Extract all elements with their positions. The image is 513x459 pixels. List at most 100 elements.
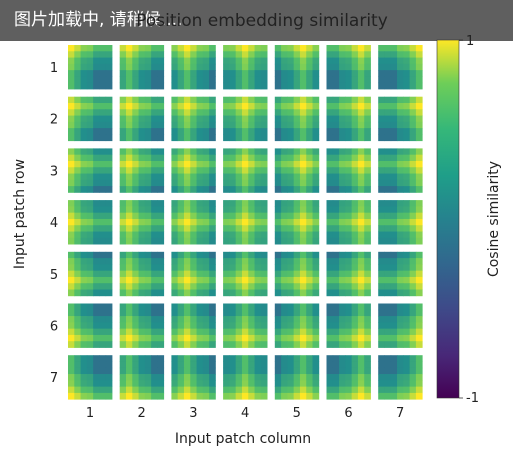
heatmap-cell <box>144 264 152 272</box>
heatmap-cell <box>125 134 133 142</box>
heatmap-cell <box>86 45 94 52</box>
heatmap-cell <box>68 128 75 135</box>
heatmap-cell <box>345 309 353 317</box>
heatmap-cell <box>281 283 288 290</box>
heatmap-cell <box>138 167 146 174</box>
heatmap-cell <box>119 148 127 156</box>
heatmap-cell <box>209 341 216 348</box>
heatmap-cell <box>80 96 88 104</box>
heatmap-cell <box>351 341 359 348</box>
heatmap-cell <box>378 121 385 129</box>
heatmap-cell <box>157 328 165 336</box>
heatmap-cell <box>119 251 127 259</box>
heatmap-cell <box>390 160 398 168</box>
heatmap-cell <box>306 225 313 232</box>
heatmap-cell <box>415 148 423 156</box>
heatmap-cell <box>119 160 127 168</box>
heatmap-cell <box>93 374 100 381</box>
heatmap-cell <box>138 45 146 52</box>
heatmap-cell <box>332 258 340 265</box>
heatmap-cell <box>248 341 255 348</box>
heatmap-cell <box>177 134 185 142</box>
heatmap-cell <box>403 251 411 259</box>
heatmap-tile <box>326 303 371 348</box>
heatmap-cell <box>345 206 353 214</box>
heatmap-cell <box>177 251 185 259</box>
heatmap-cell <box>144 328 152 336</box>
heatmap-cell <box>223 121 230 129</box>
heatmap-cell <box>364 96 371 104</box>
heatmap-cell <box>99 322 107 330</box>
heatmap-cell <box>299 283 307 290</box>
heatmap-cell <box>223 334 230 342</box>
heatmap-cell <box>364 316 371 323</box>
heatmap-cell <box>235 115 243 123</box>
heatmap-cell <box>93 134 100 142</box>
heatmap-cell <box>74 392 81 400</box>
heatmap-cell <box>390 154 398 162</box>
heatmap-cell <box>241 63 249 71</box>
heatmap-cell <box>125 115 133 123</box>
heatmap-cell <box>384 167 392 174</box>
heatmap-cell <box>299 231 307 239</box>
heatmap-tile <box>326 45 371 90</box>
heatmap-cell <box>287 367 295 375</box>
heatmap-cell <box>357 237 365 245</box>
heatmap-cell <box>132 316 139 323</box>
heatmap-cell <box>229 76 237 84</box>
heatmap-cell <box>241 334 249 342</box>
heatmap-cell <box>223 276 230 284</box>
heatmap-cell <box>202 51 210 58</box>
heatmap-cell <box>397 167 404 174</box>
heatmap-tile <box>274 303 320 348</box>
heatmap-cell <box>409 355 417 362</box>
heatmap-cell <box>138 109 146 116</box>
heatmap-cell <box>274 355 282 362</box>
heatmap-cell <box>171 121 179 129</box>
heatmap-cell <box>235 218 243 226</box>
heatmap-cell <box>403 328 411 336</box>
heatmap-cell <box>196 258 204 265</box>
heatmap-cell <box>281 374 288 381</box>
heatmap-cell <box>177 316 185 323</box>
heatmap-cell <box>125 218 133 226</box>
heatmap-cell <box>241 316 249 323</box>
heatmap-cell <box>196 109 204 116</box>
heatmap-cell <box>415 51 423 58</box>
heatmap-cell <box>68 328 75 336</box>
heatmap-cell <box>339 322 346 330</box>
heatmap-cell <box>138 63 146 71</box>
heatmap-cell <box>99 386 107 394</box>
heatmap-cell <box>287 179 295 187</box>
heatmap-cell <box>235 289 243 297</box>
heatmap-cell <box>312 355 320 362</box>
heatmap-cell <box>190 179 197 187</box>
heatmap-cell <box>254 63 262 71</box>
heatmap-cell <box>132 57 139 65</box>
heatmap-cell <box>229 115 237 123</box>
heatmap-cell <box>105 374 113 381</box>
heatmap-cell <box>293 316 301 323</box>
heatmap-cell <box>384 51 392 58</box>
heatmap-cell <box>151 276 158 284</box>
heatmap-cell <box>132 289 139 297</box>
heatmap-cell <box>190 316 197 323</box>
heatmap-cell <box>151 309 158 317</box>
heatmap-cell <box>306 167 313 174</box>
heatmap-cell <box>351 289 359 297</box>
heatmap-cell <box>157 264 165 272</box>
heatmap-cell <box>397 276 404 284</box>
heatmap-cell <box>99 361 107 369</box>
heatmap-cell <box>299 148 307 156</box>
heatmap-cell <box>241 186 249 193</box>
heatmap-cell <box>68 322 75 330</box>
heatmap-cell <box>299 303 307 311</box>
heatmap-cell <box>144 173 152 181</box>
heatmap-cell <box>378 355 385 362</box>
heatmap-cell <box>409 231 417 239</box>
heatmap-cell <box>241 231 249 239</box>
heatmap-cell <box>171 251 179 259</box>
heatmap-cell <box>287 173 295 181</box>
heatmap-cell <box>241 361 249 369</box>
